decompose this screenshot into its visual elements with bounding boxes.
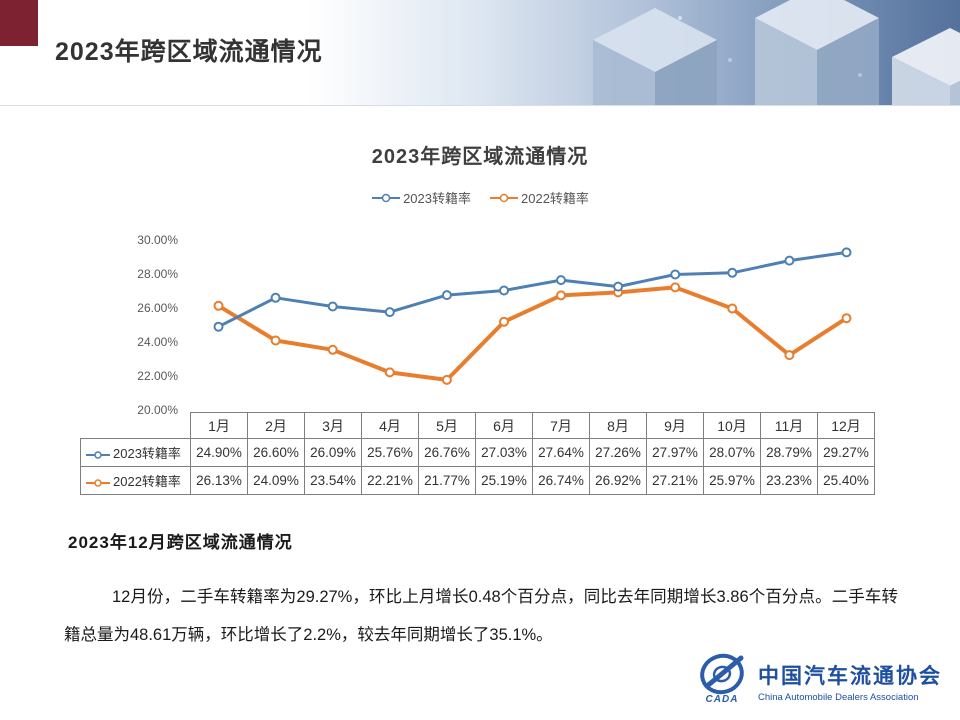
section-heading: 2023年12月跨区域流通情况 — [68, 533, 293, 552]
svg-text:22.00%: 22.00% — [137, 369, 178, 383]
value-cell: 23.23% — [760, 466, 818, 495]
value-cell: 26.76% — [418, 438, 476, 467]
table-header-row: 1月 2月 3月 4月 5月 6月 7月 8月 9月 10月 11月 12月 — [81, 412, 875, 439]
month-header-cell: 11月 — [760, 412, 818, 439]
value-cell: 21.77% — [418, 466, 476, 495]
value-cell: 24.09% — [247, 466, 305, 495]
organization-logo: CADA 中国汽车流通协会 China Automobile Dealers A… — [694, 652, 942, 710]
svg-text:26.00%: 26.00% — [137, 301, 178, 315]
chart-legend: 2023转籍率 2022转籍率 — [0, 188, 960, 207]
month-header-cell: 8月 — [589, 412, 647, 439]
line-chart: 30.00% 28.00% 26.00% 24.00% 22.00% 20.00% — [137, 233, 852, 415]
value-cell: 27.03% — [475, 438, 533, 467]
value-cell: 28.07% — [703, 438, 761, 467]
month-header-cell: 9月 — [646, 412, 704, 439]
logo-name-cn: 中国汽车流通协会 — [758, 664, 942, 688]
series-name: 2023转籍率 — [113, 446, 181, 461]
chart-title: 2023年跨区域流通情况 — [371, 146, 589, 168]
corner-accent — [0, 0, 38, 46]
svg-text:20.00%: 20.00% — [137, 403, 178, 415]
month-header-cell: 3月 — [304, 412, 362, 439]
month-header-cell: 2月 — [247, 412, 305, 439]
chart-data-table: 1月 2月 3月 4月 5月 6月 7月 8月 9月 10月 11月 12月 2023转籍率 24.90%… — [80, 412, 875, 495]
legend-label: 2023转籍率 — [403, 191, 471, 206]
value-cell: 27.97% — [646, 438, 704, 467]
decorative-cubes-icon — [593, 0, 960, 105]
value-cell: 25.19% — [475, 466, 533, 495]
value-cell: 26.13% — [190, 466, 248, 495]
series-marker-icon — [86, 450, 110, 459]
cada-logo-icon: CADA — [694, 652, 750, 710]
legend-label: 2022转籍率 — [521, 191, 589, 206]
table-row: 2022转籍率 26.13% 24.09% 23.54% 22.21% 21.77% 25.… — [80, 466, 875, 495]
value-cell: 22.21% — [361, 466, 419, 495]
series-name: 2022转籍率 — [113, 474, 181, 489]
month-header-cell: 6月 — [475, 412, 533, 439]
logo-acronym: CADA — [705, 694, 739, 705]
svg-text:30.00%: 30.00% — [137, 233, 178, 247]
value-cell: 27.26% — [589, 438, 647, 467]
value-cell: 25.97% — [703, 466, 761, 495]
value-cell: 27.64% — [532, 438, 590, 467]
legend-item-2023: 2023转籍率 — [371, 188, 471, 207]
legend-marker-icon — [372, 193, 401, 202]
logo-text: 中国汽车流通协会 China Automobile Dealers Associ… — [758, 660, 942, 703]
value-cell: 29.27% — [817, 438, 875, 467]
logo-name-en: China Automobile Dealers Association — [758, 691, 919, 703]
legend-marker-icon — [490, 193, 518, 202]
value-cell: 27.21% — [646, 466, 704, 495]
month-header-cell: 1月 — [190, 412, 248, 439]
value-cell: 26.60% — [247, 438, 305, 467]
value-cell: 25.76% — [361, 438, 419, 467]
month-header-cell: 5月 — [418, 412, 476, 439]
value-cell: 26.92% — [589, 466, 647, 495]
value-cell: 28.79% — [760, 438, 818, 467]
svg-text:28.00%: 28.00% — [137, 267, 178, 281]
page-title: 2023年跨区域流通情况 — [55, 38, 323, 66]
series-name-cell: 2022转籍率 — [80, 466, 191, 495]
table-row: 2023转籍率 24.90% 26.60% 26.09% 25.76% 26.76% 27.… — [80, 438, 875, 467]
value-cell: 23.54% — [304, 466, 362, 495]
body-paragraph: 12月份，二手车转籍率为29.27%，环比上月增长0.48个百分点，同比去年同期… — [64, 588, 898, 644]
month-header-cell: 12月 — [817, 412, 875, 439]
series-name-cell: 2023转籍率 — [80, 438, 191, 467]
value-cell: 25.40% — [817, 466, 875, 495]
value-cell: 26.74% — [532, 466, 590, 495]
month-header-cell: 10月 — [703, 412, 761, 439]
value-cell: 24.90% — [190, 438, 248, 467]
header-banner: 2023年跨区域流通情况 — [0, 0, 960, 106]
series-marker-icon — [86, 478, 110, 487]
svg-text:24.00%: 24.00% — [137, 335, 178, 349]
table-corner-cell — [81, 413, 191, 439]
value-cell: 26.09% — [304, 438, 362, 467]
legend-item-2022: 2022转籍率 — [489, 188, 589, 207]
month-header-cell: 4月 — [361, 412, 419, 439]
month-header-cell: 7月 — [532, 412, 590, 439]
